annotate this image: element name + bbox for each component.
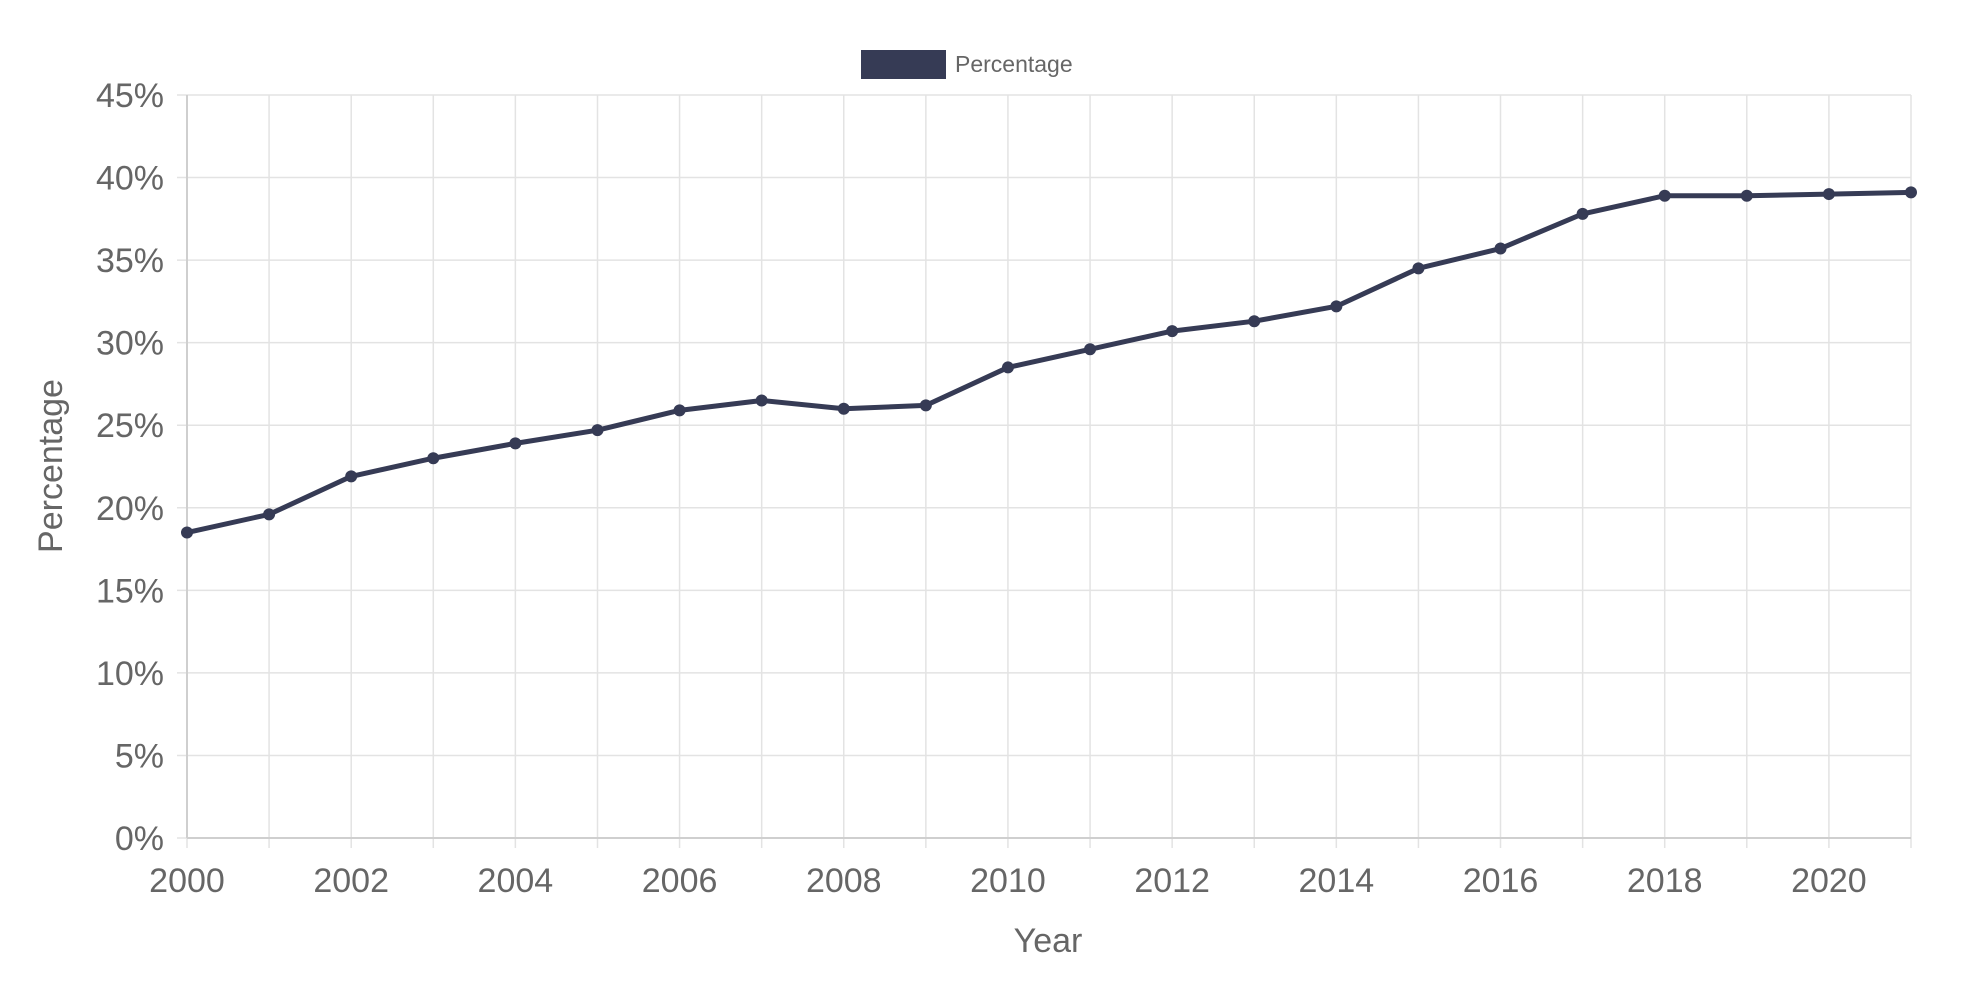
data-point[interactable] [1905, 186, 1917, 199]
x-tick-label: 2014 [1299, 862, 1375, 900]
data-point[interactable] [1330, 300, 1343, 313]
x-tick-label: 2004 [478, 862, 554, 900]
data-point[interactable] [591, 424, 604, 437]
data-point[interactable] [1740, 189, 1753, 202]
y-axis-title: Percentage [32, 379, 70, 553]
data-point[interactable] [837, 402, 850, 415]
x-tick-label: 2016 [1463, 862, 1539, 900]
legend-label: Percentage [955, 51, 1073, 77]
x-tick-label: 2010 [970, 862, 1046, 900]
x-tick-label: 2012 [1134, 862, 1210, 900]
data-point[interactable] [345, 470, 358, 483]
data-point[interactable] [1412, 262, 1425, 275]
axes [186, 95, 1911, 839]
x-tick-label: 2020 [1791, 862, 1867, 900]
data-point[interactable] [1248, 315, 1261, 328]
y-tick-label: 35% [96, 242, 164, 280]
x-tick-label: 2002 [313, 862, 389, 900]
y-tick-label: 20% [96, 490, 164, 528]
data-point[interactable] [1084, 343, 1097, 356]
series-percentage [181, 186, 1917, 539]
data-point[interactable] [181, 526, 193, 539]
data-point[interactable] [673, 404, 686, 417]
y-tick-label: 45% [96, 77, 164, 115]
legend-swatch [861, 50, 946, 79]
data-point[interactable] [1822, 188, 1835, 201]
y-tick-label: 30% [96, 325, 164, 363]
data-point[interactable] [263, 508, 276, 521]
series-line [184, 189, 1914, 536]
data-point[interactable] [919, 399, 932, 412]
y-tick-label: 15% [96, 572, 164, 610]
data-point[interactable] [755, 394, 768, 407]
y-tick-label: 0% [115, 820, 164, 858]
data-point[interactable] [427, 452, 440, 465]
x-tick-label: 2008 [806, 862, 882, 900]
y-tick-label: 10% [96, 655, 164, 693]
x-axis-title: Year [1014, 922, 1083, 960]
y-tick-label: 40% [96, 160, 164, 198]
legend[interactable]: Percentage [861, 50, 1073, 79]
data-point[interactable] [1576, 207, 1589, 220]
data-point[interactable] [509, 437, 522, 450]
x-tick-label: 2000 [149, 862, 225, 900]
x-tick-label: 2018 [1627, 862, 1703, 900]
data-point[interactable] [1166, 325, 1179, 338]
x-axis-ticks: 2000 2002 2004 2006 2008 2010 2012 2014 2016 2018… [149, 862, 1867, 900]
y-tick-label: 5% [115, 737, 164, 775]
data-point[interactable] [1658, 189, 1671, 202]
data-point[interactable] [1494, 242, 1507, 255]
x-tick-label: 2006 [642, 862, 718, 900]
y-axis-ticks: 0% 5% 10% 15% 20% 25% 30% 35% 40% 45% [96, 77, 164, 858]
data-point[interactable] [1001, 361, 1014, 374]
y-tick-label: 25% [96, 407, 164, 445]
grid [177, 94, 1912, 848]
